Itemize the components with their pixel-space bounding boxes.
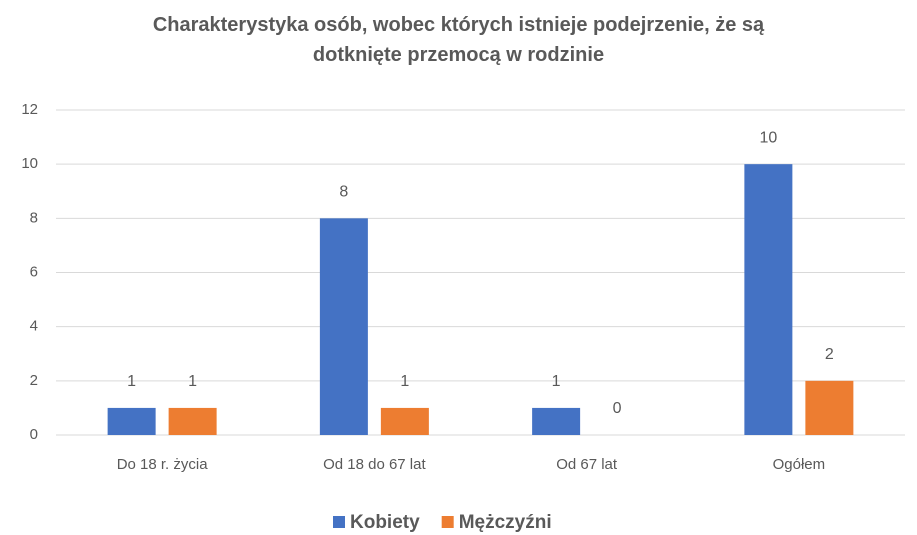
y-tick-label: 8 [30, 209, 38, 226]
legend-swatch [441, 516, 454, 528]
bar [319, 218, 368, 435]
legend-label: Kobiety [350, 512, 420, 533]
bar [532, 407, 581, 435]
y-tick-label: 12 [21, 101, 38, 118]
x-tick-label: Od 18 do 67 lat [323, 456, 426, 473]
x-tick-label: Do 18 r. życia [117, 456, 209, 473]
data-label: 10 [759, 129, 777, 146]
y-tick-label: 0 [30, 426, 38, 443]
data-label: 1 [188, 373, 197, 390]
data-label: 0 [613, 400, 622, 417]
bar [805, 380, 854, 435]
x-tick-label: Od 67 lat [556, 456, 618, 473]
legend-label: Mężczyźni [459, 512, 552, 533]
data-label: 1 [127, 373, 136, 390]
data-label: 1 [552, 373, 561, 390]
y-tick-label: 4 [30, 318, 38, 335]
bar [107, 407, 156, 435]
bar [744, 164, 793, 435]
y-tick-label: 10 [21, 155, 38, 172]
bar [168, 407, 217, 435]
data-label: 8 [339, 184, 348, 201]
chart-title: Charakterystyka osób, wobec których istn… [152, 14, 765, 66]
legend-swatch [333, 516, 345, 528]
data-label: 2 [825, 346, 834, 363]
x-tick-label: Ogółem [773, 456, 826, 473]
y-tick-label: 6 [30, 263, 38, 280]
data-label: 1 [400, 373, 409, 390]
bar [380, 407, 429, 435]
y-tick-label: 2 [30, 372, 38, 389]
